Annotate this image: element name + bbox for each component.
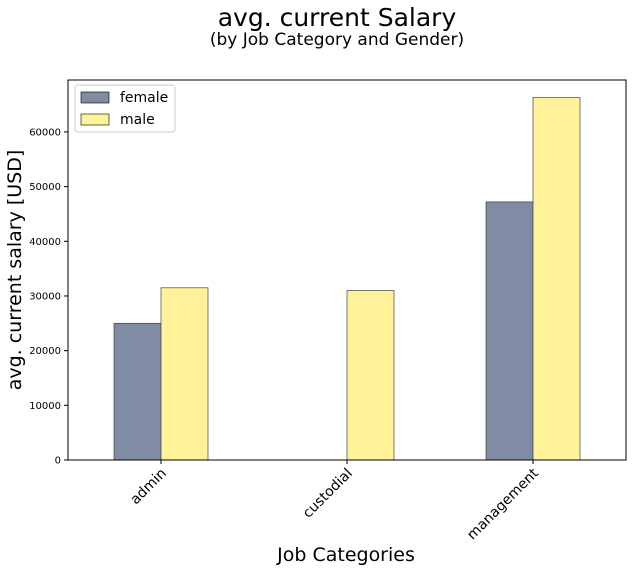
legend-label-female: female (120, 90, 168, 106)
x-axis-ticks: admin custodial management (127, 460, 542, 543)
y-tick-label: 40000 (29, 237, 61, 248)
x-axis-label: Job Categories (276, 544, 415, 566)
legend-swatch-female (80, 91, 110, 104)
y-tick-label: 30000 (29, 291, 61, 302)
chart-subtitle: (by Job Category and Gender) (210, 30, 464, 50)
bar-male-custodial (346, 290, 395, 461)
y-tick-label: 50000 (29, 182, 61, 193)
y-tick-label: 60000 (29, 127, 61, 138)
chart-title: avg. current Salary (218, 3, 457, 32)
plot-frame (67, 79, 627, 461)
bar-male-admin (160, 287, 209, 461)
y-tick-label: 0 (55, 456, 61, 467)
y-tick-label: 10000 (29, 401, 61, 412)
x-tick-label-admin: admin (127, 466, 169, 508)
y-tick-label: 20000 (29, 346, 61, 357)
x-tick-label-custodial: custodial (300, 466, 356, 522)
y-axis-label: avg. current salary [USD] (4, 150, 26, 391)
bar-male-management (532, 97, 581, 461)
legend: female male (74, 84, 176, 133)
legend-swatch-male (80, 113, 110, 126)
y-axis-ticks: 0 10000 20000 30000 40000 50000 60000 (29, 127, 68, 467)
bar-female-admin (113, 322, 162, 461)
legend-label-male: male (120, 112, 155, 128)
bars-group (113, 97, 581, 461)
bar-female-management (485, 201, 534, 461)
x-tick-label-management: management (464, 465, 542, 543)
